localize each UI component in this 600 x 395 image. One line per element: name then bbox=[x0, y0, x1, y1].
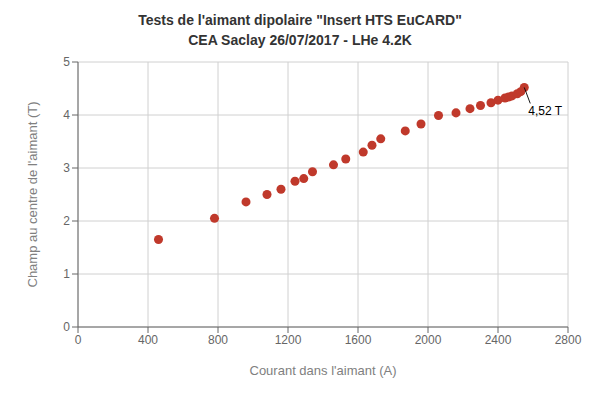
svg-text:2400: 2400 bbox=[485, 333, 512, 347]
svg-text:4: 4 bbox=[63, 108, 70, 122]
svg-text:5: 5 bbox=[63, 55, 70, 69]
svg-text:2000: 2000 bbox=[415, 333, 442, 347]
svg-text:1200: 1200 bbox=[275, 333, 302, 347]
svg-text:2800: 2800 bbox=[555, 333, 582, 347]
svg-text:1: 1 bbox=[63, 267, 70, 281]
svg-text:0: 0 bbox=[75, 333, 82, 347]
html-text:Tests de l'aimant dipolaire "I: Tests de l'aimant dipolaire "Insert HTS … bbox=[138, 12, 462, 28]
svg-text:4,52 T: 4,52 T bbox=[528, 104, 562, 118]
svg-text:2: 2 bbox=[63, 214, 70, 228]
svg-text:0: 0 bbox=[63, 320, 70, 334]
svg-text:Champ au centre de l'aimant (T: Champ au centre de l'aimant (T) bbox=[25, 101, 40, 287]
svg-text:Courant dans l'aimant (A): Courant dans l'aimant (A) bbox=[250, 363, 397, 378]
svg-text:3: 3 bbox=[63, 161, 70, 175]
svg-text:400: 400 bbox=[138, 333, 158, 347]
html-text:CEA Saclay 26/07/2017 - LHe 4.: CEA Saclay 26/07/2017 - LHe 4.2K bbox=[188, 32, 412, 48]
svg-text:800: 800 bbox=[208, 333, 228, 347]
svg-text:1600: 1600 bbox=[345, 333, 372, 347]
